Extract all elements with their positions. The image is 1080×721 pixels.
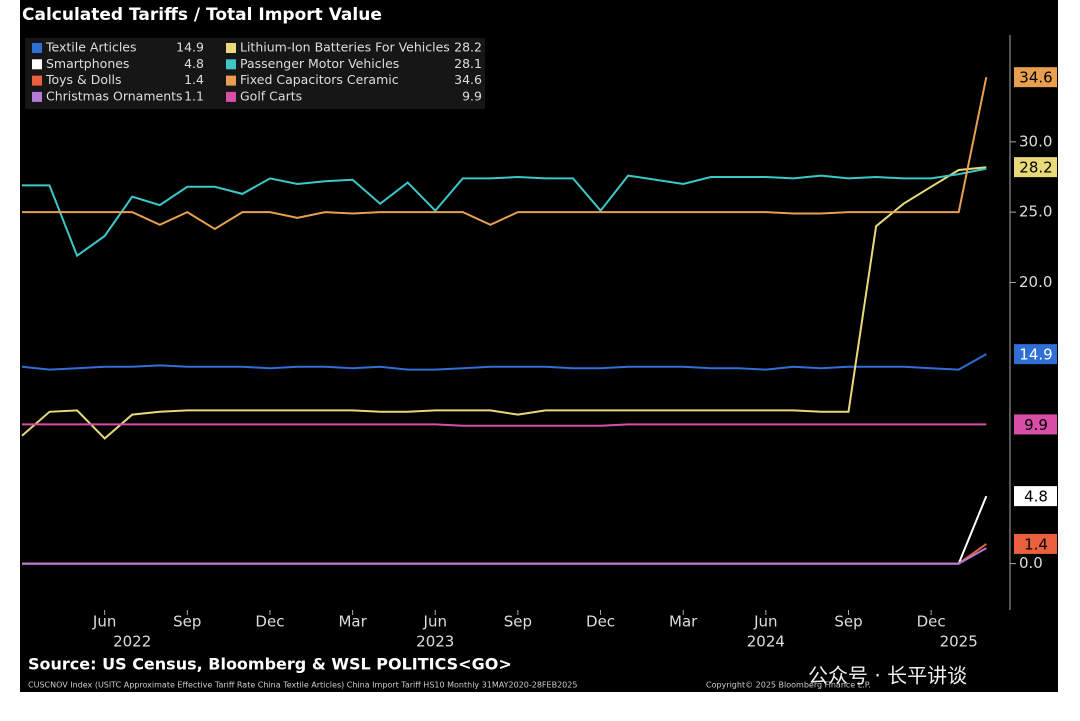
x-tick-label: Sep — [504, 613, 532, 631]
end-tag — [1014, 486, 1057, 507]
y-tick-label: 25.0 — [1019, 203, 1052, 221]
legend-value: 1.1 — [184, 88, 204, 103]
legend-swatch — [32, 91, 42, 102]
end-tag — [1014, 157, 1057, 178]
x-tick-label: Jun — [423, 613, 447, 631]
legend-label: Lithium-Ion Batteries For Vehicles — [240, 40, 450, 55]
end-tag-label: 34.6 — [1019, 69, 1052, 87]
end-tag-label: 1.4 — [1024, 535, 1048, 553]
legend-swatch — [226, 75, 236, 86]
footnote: CUSCNOV Index (USITC Approximate Effecti… — [28, 681, 577, 690]
x-tick-label: Sep — [173, 613, 201, 631]
copyright: Copyright© 2025 Bloomberg Finance L.P. — [706, 681, 871, 690]
legend-value: 34.6 — [454, 72, 482, 87]
x-year-label: 2025 — [940, 633, 978, 651]
x-tick-label: Mar — [669, 613, 698, 631]
end-tag — [1014, 533, 1057, 554]
x-tick-label: Jun — [92, 613, 116, 631]
legend-label: Textile Articles — [45, 40, 137, 55]
end-tag-label: 4.8 — [1024, 488, 1048, 506]
source: Source: US Census, Bloomberg & WSL POLIT… — [28, 655, 512, 674]
legend-swatch — [226, 43, 236, 53]
x-tick-label: Jun — [753, 613, 777, 631]
series-line — [22, 547, 987, 565]
chart-title: Calculated Tariffs / Total Import Value — [22, 5, 382, 25]
watermark: 公众号 · 长平讲谈 — [808, 664, 967, 688]
legend-swatch — [226, 91, 236, 102]
end-tag — [1014, 67, 1057, 88]
x-tick-label: Dec — [586, 613, 615, 631]
legend-value: 4.8 — [184, 56, 204, 71]
x-year-label: 2024 — [747, 633, 785, 651]
legend-swatch — [32, 75, 42, 86]
end-tag — [1014, 344, 1057, 365]
legend-label: Fixed Capacitors Ceramic — [240, 72, 399, 87]
legend-swatch — [32, 59, 42, 70]
y-tick-label: 20.0 — [1019, 273, 1052, 291]
end-tag-label: 14.9 — [1019, 346, 1052, 364]
legend-label: Toys & Dolls — [45, 72, 122, 87]
x-year-label: 2023 — [416, 633, 454, 651]
y-tick-label: 30.0 — [1019, 132, 1052, 150]
chart-background — [20, 0, 1058, 692]
series-line — [22, 423, 987, 427]
end-tag-label: 9.9 — [1024, 416, 1048, 434]
x-year-label: 2022 — [113, 633, 151, 651]
legend-value: 28.1 — [454, 56, 482, 71]
series-line — [22, 167, 987, 258]
legend-background — [25, 38, 485, 109]
legend-value: 1.4 — [184, 72, 204, 87]
series-line — [21, 353, 987, 371]
x-tick-label: Dec — [255, 613, 284, 631]
legend-label: Smartphones — [46, 56, 129, 71]
legend-swatch — [226, 59, 236, 70]
legend-label: Christmas Ornaments — [46, 88, 183, 103]
series-line — [21, 166, 987, 440]
legend-swatch — [32, 43, 42, 53]
legend-value: 14.9 — [176, 40, 204, 55]
legend-value: 9.9 — [462, 88, 482, 103]
legend-label: Passenger Motor Vehicles — [240, 56, 399, 71]
end-tag-label: 28.2 — [1019, 159, 1052, 177]
x-tick-label: Sep — [834, 613, 862, 631]
legend-value: 28.2 — [454, 40, 482, 55]
legend-label: Golf Carts — [240, 88, 302, 103]
series-line — [22, 76, 988, 231]
x-tick-label: Dec — [917, 613, 946, 631]
x-tick-label: Mar — [338, 613, 367, 631]
y-tick-label: 0.0 — [1019, 554, 1043, 572]
end-tag — [1014, 414, 1057, 435]
